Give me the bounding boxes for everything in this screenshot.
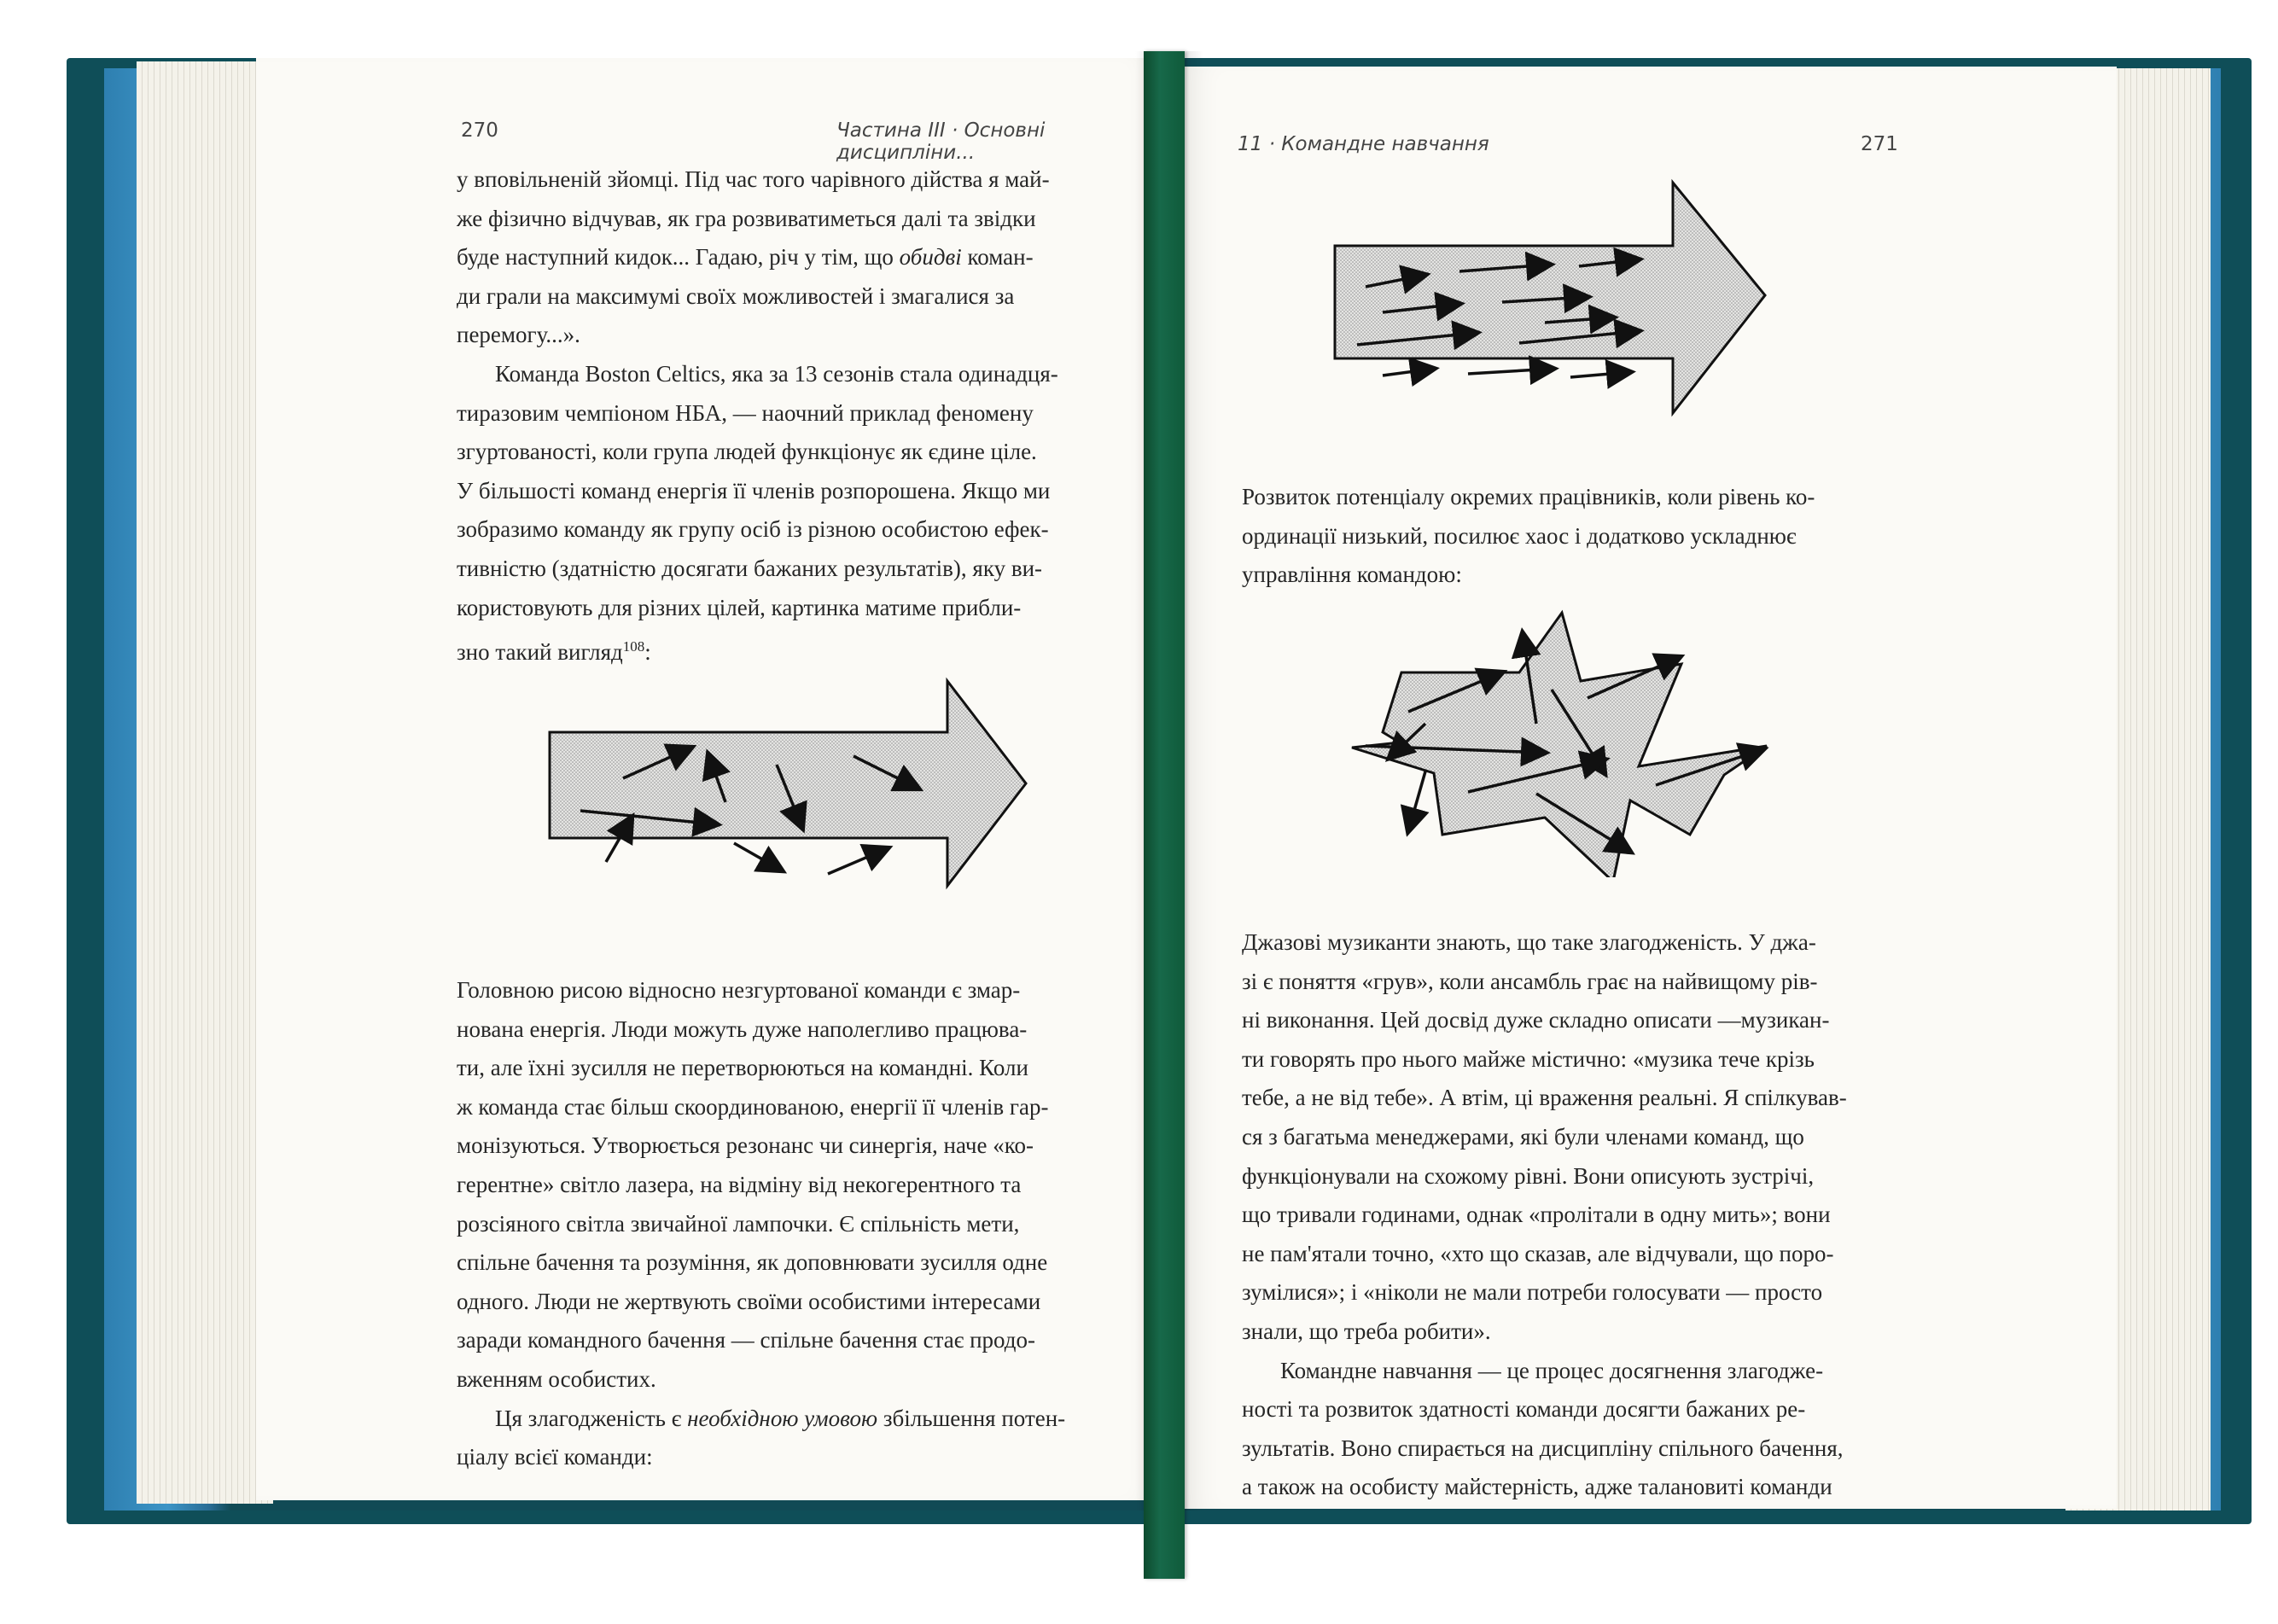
text-line: що тривали годинами, однак «пролітали в … (1242, 1202, 1831, 1228)
text-line: Джазові музиканти знають, що таке злагод… (1242, 929, 1816, 955)
text-line: Команда Boston Celtics, яка за 13 сезоні… (495, 361, 1058, 387)
text-line: перемогу...». (457, 322, 580, 348)
text-line: монізуються. Утворюється резонанс чи син… (457, 1132, 1034, 1159)
text-line: нована енергія. Люди можуть дуже наполег… (457, 1016, 1028, 1042)
paragraph-jazz: Джазові музиканти знають, що таке злагод… (1242, 923, 1916, 1507)
text-line: знали, що треба робити». (1242, 1318, 1491, 1344)
text-line: ні виконання. Цей досвід дуже складно оп… (1242, 1007, 1830, 1033)
paragraph-energy: Головною рисою відносно незгуртованої ко… (457, 971, 1139, 1477)
text-line: вженням особистих. (457, 1365, 656, 1392)
paragraph-chaos: Розвиток потенціалу окремих працівників,… (1242, 478, 1916, 595)
text-line: функціонували на схожому рівні. Вони опи… (1242, 1162, 1815, 1189)
text-line: ся з багатьма менеджерами, які були член… (1242, 1123, 1804, 1150)
paragraph-celtics: Команда Boston Celtics, яка за 13 сезоні… (457, 355, 1139, 672)
running-head: 11 · Командне навчання (1238, 133, 1489, 155)
text-line: управління командою: (1242, 562, 1462, 588)
bookmark-ribbon[interactable] (1144, 51, 1185, 1579)
text-line: герентне» світло лазера, на відміну від … (457, 1171, 1022, 1197)
text-line: Ця злагодженість є необхідною умовою збі… (495, 1405, 1066, 1431)
footnote-ref: 108 (622, 638, 645, 655)
text-line: Головною рисою відносно незгуртованої ко… (457, 977, 1021, 1003)
page-edges-left (137, 61, 273, 1504)
left-page: 270 Частина III · Основні дисципліни... … (256, 58, 1169, 1500)
text-line: розсіяного світла звичайної лампочки. Є … (457, 1210, 1020, 1237)
text-line: ціалу всієї команди: (457, 1444, 653, 1470)
text-line: одного. Люди не жертвують своїми особист… (457, 1288, 1041, 1314)
text-line: користовують для різних цілей, картинка … (457, 594, 1022, 620)
text-line: а також на особисту майстерність, адже т… (1242, 1474, 1832, 1500)
chaotic-star-figure (1349, 544, 1775, 884)
scattered-arrows-figure (546, 647, 1050, 898)
text-line: зобразимо команду як групу осіб із різно… (457, 516, 1049, 543)
page-number: 271 (1861, 133, 1898, 155)
text-line: ти, але їхні зусилля не перетворюються н… (457, 1055, 1028, 1081)
text-line: спільне бачення та розуміння, як доповню… (457, 1249, 1048, 1276)
text-line: буде наступний кидок... Гадаю, річ у тім… (457, 244, 1034, 271)
text-line: Розвиток потенціалу окремих працівників,… (1242, 484, 1815, 509)
text-line: ти говорять про нього майже містично: «м… (1242, 1045, 1815, 1072)
text-line: згуртованості, коли група людей функціон… (457, 439, 1037, 465)
aligned-arrows-figure (1331, 176, 1775, 427)
text-line: ди грали на максимумі своїх можливостей … (457, 282, 1015, 309)
text-line: ності та розвиток здатності команди дося… (1242, 1396, 1806, 1423)
running-head: Частина III · Основні дисципліни... (836, 119, 1046, 164)
text-line: не пам'ятали точно, «хто що сказав, але … (1242, 1240, 1834, 1266)
text-line: тебе, а не від тебе». А втім, ці враженн… (1242, 1085, 1847, 1111)
right-page: 11 · Командне навчання 271 Розвиток поте… (1178, 67, 2117, 1509)
text-line: у вповільненій зйомці. Під час того чарі… (457, 166, 1050, 192)
text-line: же фізично відчував, як гра розвиватимет… (457, 205, 1036, 231)
text-line: зумілися»; і «ніколи не мали потреби гол… (1242, 1279, 1823, 1306)
text-line: тивністю (здатністю досягати бажаних рез… (457, 555, 1043, 581)
text-line: заради командного бачення — спільне баче… (457, 1327, 1036, 1353)
page-number: 270 (461, 119, 498, 142)
text-line: ж команда стає більш скоординованою, ене… (457, 1093, 1049, 1120)
text-line: тиразовим чемпіоном НБА, — наочний прикл… (457, 399, 1034, 426)
text-line: зультатів. Воно спирається на дисципліну… (1242, 1435, 1844, 1461)
body-text-top: у вповільненій зйомці. Під час того чарі… (457, 160, 1139, 355)
text-line: Командне навчання — це процес досягнення… (1280, 1357, 1824, 1383)
text-line: зі є поняття «грув», коли ансамбль грає … (1242, 968, 1818, 994)
text-line: зно такий вигляд108: (457, 638, 651, 666)
text-line: ординації низький, посилює хаос і додатк… (1242, 522, 1797, 549)
text-line: У більшості команд енергія її членів роз… (457, 477, 1051, 503)
